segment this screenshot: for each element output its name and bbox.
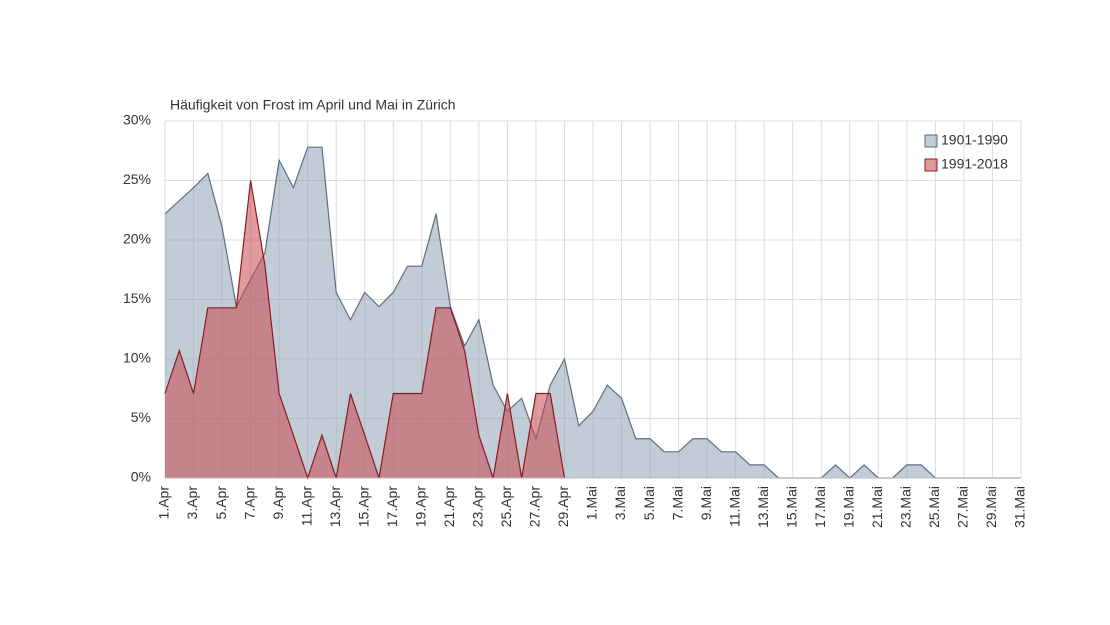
x-tick-label: 17.Mai [812,486,828,528]
y-tick-label: 0% [131,469,151,485]
x-tick-label: 25.Mai [926,486,942,528]
x-tick-label: 5.Mai [641,486,657,520]
legend-label: 1901-1990 [941,132,1008,148]
y-tick-label: 5% [131,409,151,425]
x-tick-label: 9.Apr [270,486,286,520]
x-tick-label: 19.Mai [841,486,857,528]
x-tick-label: 29.Mai [983,486,999,528]
x-tick-label: 15.Mai [783,486,799,528]
x-tick-label: 9.Mai [698,486,714,520]
x-tick-label: 7.Mai [669,486,685,520]
x-tick-label: 25.Apr [498,486,514,528]
legend-label: 1991-2018 [941,156,1008,172]
x-tick-label: 21.Mai [869,486,885,528]
area [165,180,565,478]
x-tick-label: 23.Mai [898,486,914,528]
x-tick-label: 29.Apr [555,486,571,528]
y-tick-label: 20% [123,231,151,247]
y-tick-label: 30% [123,112,151,128]
x-tick-label: 13.Apr [327,486,343,528]
x-tick-label: 3.Apr [184,486,200,520]
area [165,147,1021,478]
chart-title: Häufigkeit von Frost im April und Mai in… [170,97,456,113]
x-tick-label: 3.Mai [612,486,628,520]
legend-swatch [924,158,938,172]
x-tick-label: 27.Mai [955,486,971,528]
y-tick-label: 15% [123,290,151,306]
x-tick-label: 17.Apr [384,486,400,528]
x-tick-label: 23.Apr [470,486,486,528]
x-tick-label: 15.Apr [355,486,371,528]
x-tick-label: 21.Apr [441,486,457,528]
x-tick-label: 1.Apr [156,486,172,520]
x-tick-label: 19.Apr [413,486,429,528]
x-tick-label: 11.Apr [298,486,314,527]
x-tick-label: 31.Mai [1012,486,1028,528]
x-tick-label: 11.Mai [726,486,742,527]
x-tick-label: 7.Apr [241,486,257,520]
x-tick-label: 1.Mai [584,486,600,520]
area-line [164,180,566,480]
y-tick-label: 25% [123,171,151,187]
x-tick-label: 13.Mai [755,486,771,528]
legend-swatch [924,134,938,148]
x-tick-label: 27.Apr [527,486,543,528]
x-tick-label: 5.Apr [213,486,229,520]
y-tick-label: 10% [123,350,151,366]
